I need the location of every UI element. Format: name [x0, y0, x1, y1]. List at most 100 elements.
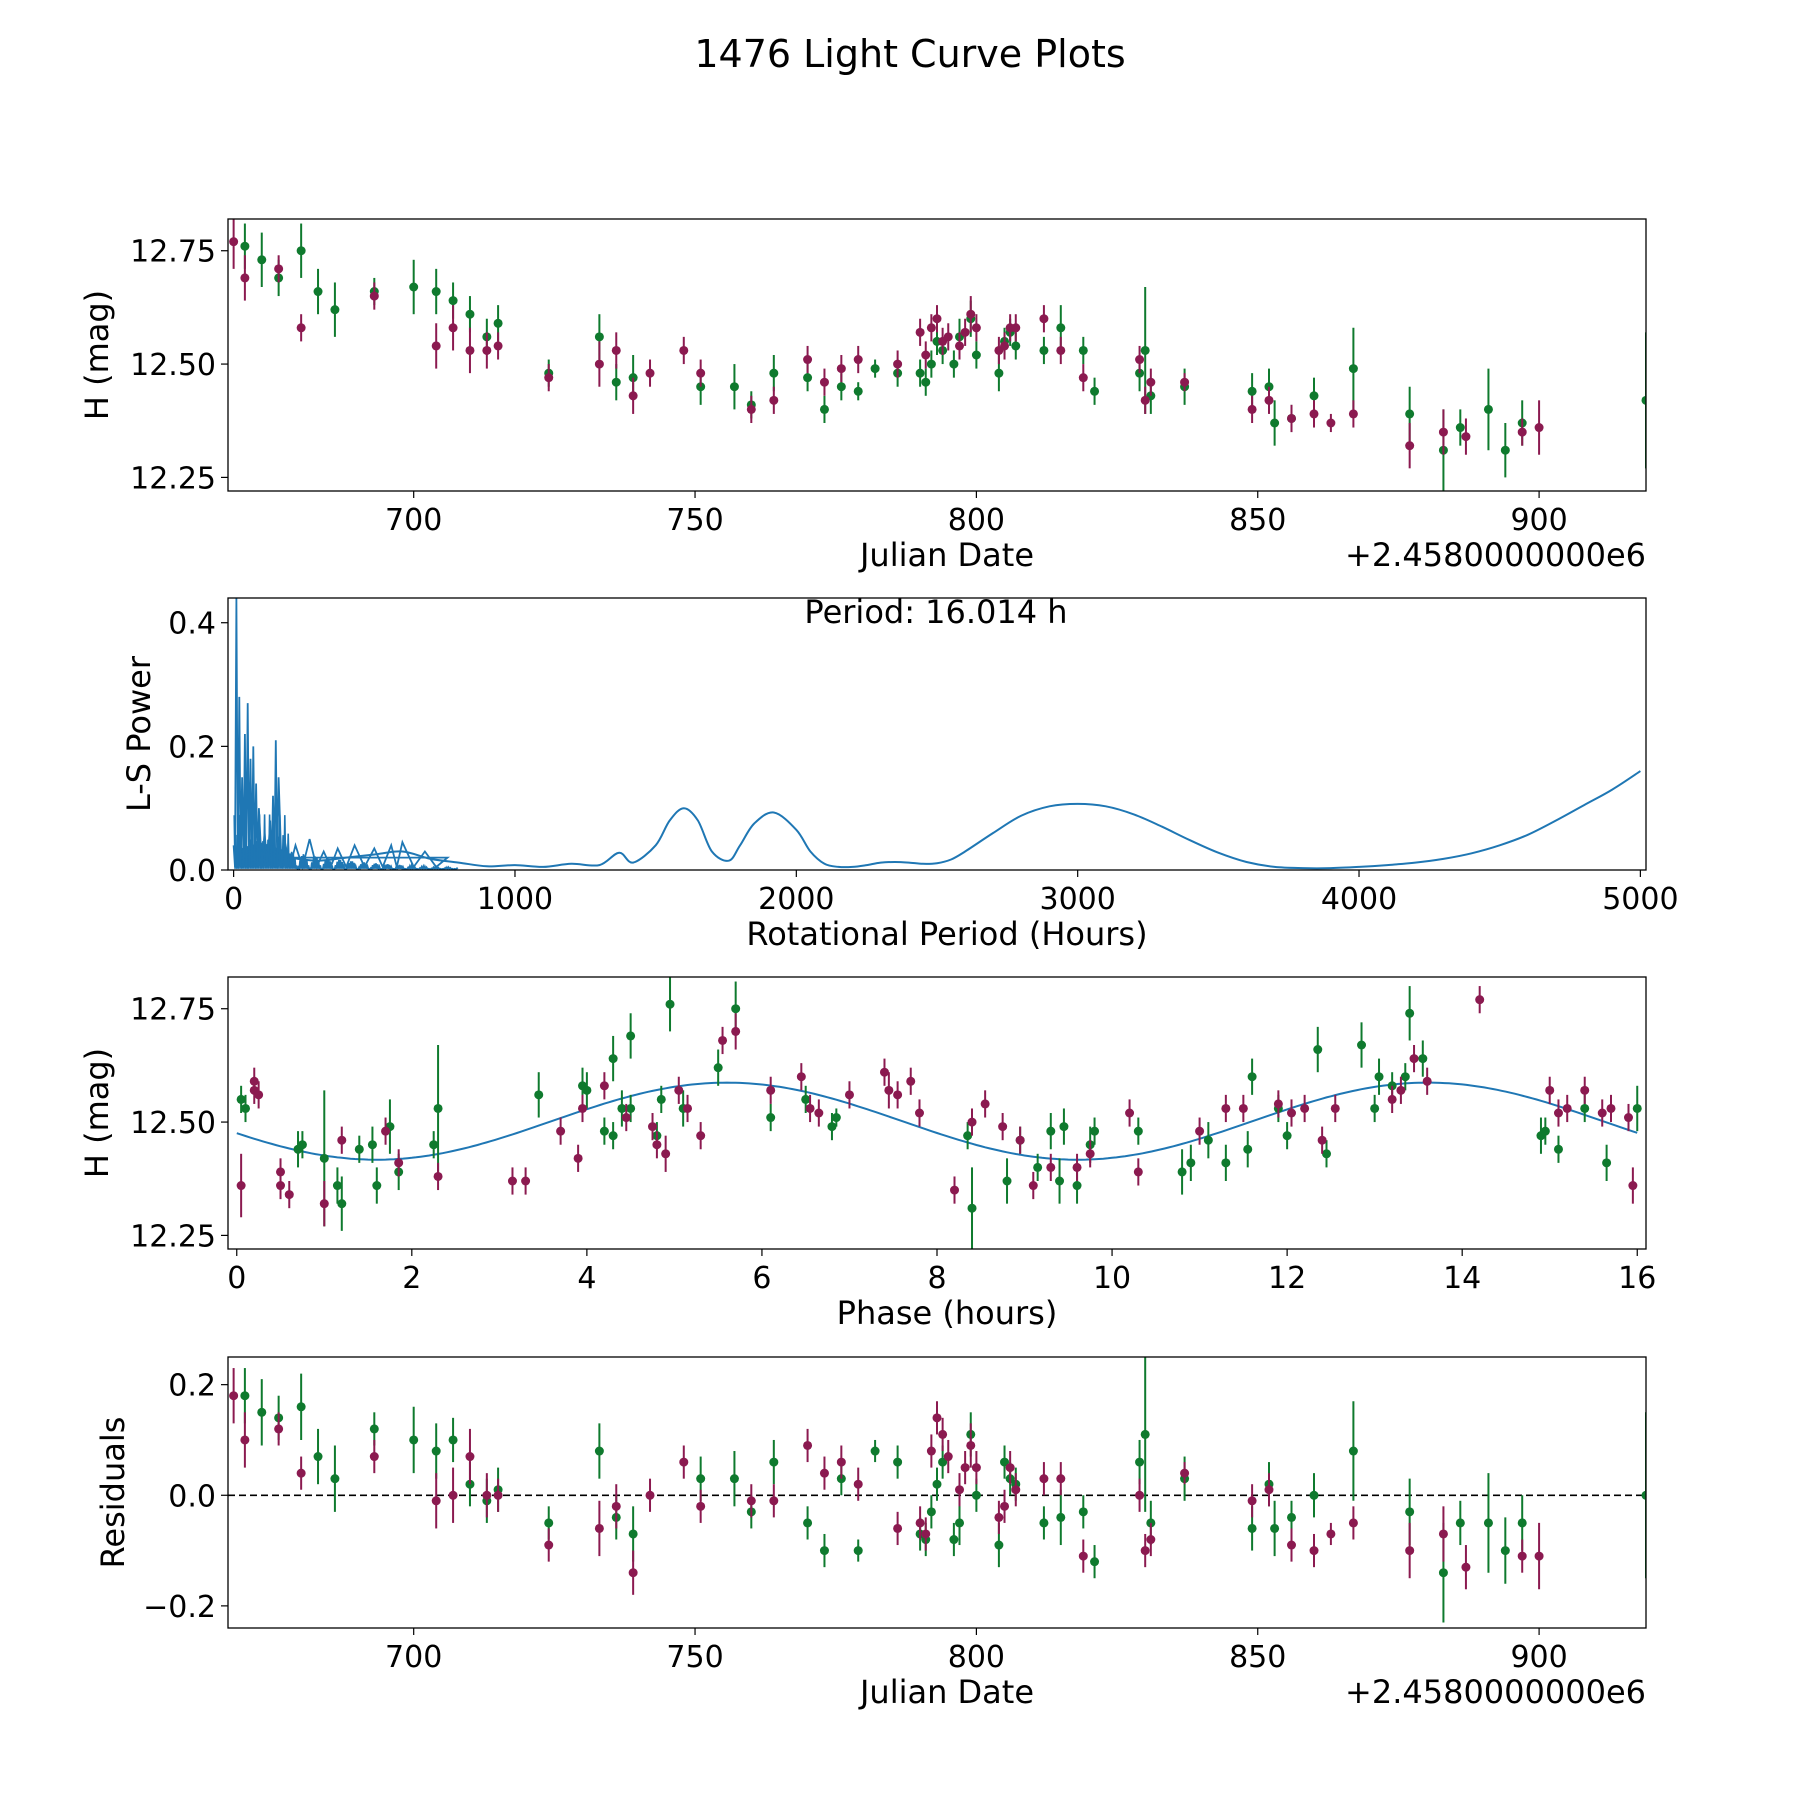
x-tick-label: 6 — [752, 1261, 771, 1296]
data-point-magenta — [599, 1081, 609, 1091]
figure-title: 1476 Light Curve Plots — [694, 32, 1125, 76]
fit-model-line — [236, 1081, 1638, 1161]
data-point-magenta — [1135, 1490, 1145, 1500]
data-point-magenta — [971, 1463, 981, 1473]
data-point-green — [853, 1546, 863, 1556]
x-tick-label: 14 — [1443, 1261, 1481, 1296]
data-point-green — [409, 282, 419, 292]
data-point-green — [599, 1126, 609, 1136]
data-point-green — [926, 1507, 936, 1517]
x-tick-label: 750 — [666, 503, 723, 538]
data-point-magenta — [521, 1176, 531, 1186]
data-point-magenta — [1273, 1099, 1283, 1109]
y-tick-label: 0.2 — [168, 1369, 216, 1404]
data-point-green — [626, 1031, 636, 1041]
data-point-green — [1483, 1518, 1493, 1528]
data-point-green — [1400, 1072, 1410, 1082]
data-point-green — [1247, 1523, 1257, 1533]
phased-curve-panel: 0 2 4 6 8 10 12 14 16 12.25 12.50 12.75 Phase (hours… — [78, 976, 1656, 1332]
data-point-green — [1135, 1457, 1145, 1467]
data-point-magenta — [1409, 1054, 1419, 1064]
data-point-green — [803, 373, 813, 383]
x-tick-label: 16 — [1618, 1261, 1656, 1296]
data-point-magenta — [1422, 1076, 1432, 1086]
data-point-green — [1348, 1446, 1358, 1456]
data-point-green — [1602, 1158, 1612, 1168]
data-point-green — [1374, 1072, 1384, 1082]
axes-frame — [227, 976, 1647, 1250]
data-point-magenta — [661, 1149, 671, 1159]
data-point-green — [949, 1535, 959, 1545]
data-point-magenta — [1221, 1103, 1231, 1113]
x-tick-label: 850 — [1229, 503, 1286, 538]
data-point-magenta — [369, 291, 379, 301]
x-axis-label: Julian Date — [858, 1673, 1034, 1711]
data-point-magenta — [696, 1131, 706, 1141]
data-point-magenta — [803, 1440, 813, 1450]
data-point-magenta — [1238, 1103, 1248, 1113]
data-point-magenta — [1317, 1135, 1327, 1145]
data-point-magenta — [369, 1452, 379, 1462]
data-point-green — [870, 364, 880, 374]
data-point-green — [1313, 1045, 1323, 1055]
y-tick-label: 12.25 — [130, 461, 216, 496]
data-point-magenta — [544, 1540, 554, 1550]
data-point-green — [1580, 1103, 1590, 1113]
data-point-magenta — [284, 1190, 294, 1200]
data-point-green — [1287, 1512, 1296, 1522]
data-point-green — [448, 296, 458, 306]
data-point-magenta — [1247, 1496, 1257, 1506]
data-point-green — [330, 1474, 340, 1484]
data-point-green — [582, 1085, 592, 1095]
data-point-magenta — [1015, 1135, 1025, 1145]
data-point-magenta — [906, 1076, 916, 1086]
data-point-magenta — [1046, 1162, 1056, 1172]
data-point-green — [1438, 1568, 1448, 1578]
data-point-green — [1039, 345, 1049, 355]
data-point-green — [932, 1479, 942, 1489]
data-point-magenta — [966, 309, 976, 319]
data-point-magenta — [766, 1085, 776, 1095]
data-point-magenta — [696, 368, 706, 378]
data-point-green — [1270, 418, 1280, 428]
data-point-green — [594, 332, 604, 342]
data-point-magenta — [950, 1185, 960, 1195]
data-point-green — [433, 1103, 443, 1113]
data-point-magenta — [674, 1085, 684, 1095]
data-point-magenta — [746, 1496, 756, 1506]
data-point-green — [367, 1140, 377, 1150]
data-point-magenta — [1387, 1094, 1397, 1104]
data-point-green — [967, 1203, 977, 1213]
y-tick-label: 12.50 — [130, 1106, 216, 1141]
data-point-green — [369, 1424, 379, 1434]
y-tick-label: 12.25 — [130, 1219, 216, 1254]
data-point-magenta — [980, 1099, 990, 1109]
data-point-magenta — [938, 1429, 948, 1439]
data-point-magenta — [1264, 1485, 1274, 1495]
data-point-green — [769, 1457, 779, 1467]
y-tick-label: −0.2 — [143, 1590, 216, 1625]
data-point-magenta — [1264, 395, 1274, 405]
data-point-green — [1405, 1008, 1415, 1018]
data-point-green — [617, 1103, 627, 1113]
data-point-magenta — [803, 355, 813, 365]
data-point-magenta — [1000, 341, 1010, 351]
data-point-magenta — [960, 327, 970, 337]
data-point-green — [1133, 1126, 1143, 1136]
data-point-magenta — [573, 1153, 583, 1163]
data-point-magenta — [1580, 1085, 1590, 1095]
data-point-green — [971, 350, 981, 360]
data-point-magenta — [926, 323, 936, 333]
data-point-green — [429, 1140, 439, 1150]
data-point-green — [1090, 386, 1100, 396]
data-point-magenta — [1287, 1540, 1296, 1550]
data-point-green — [409, 1435, 419, 1445]
data-point-magenta — [240, 273, 250, 283]
data-point-green — [731, 1004, 741, 1014]
data-point-magenta — [1135, 355, 1145, 365]
data-point-green — [769, 368, 779, 378]
data-point-magenta — [578, 1103, 587, 1113]
data-point-magenta — [1606, 1103, 1616, 1113]
data-point-green — [915, 368, 925, 378]
data-point-magenta — [1628, 1181, 1638, 1191]
